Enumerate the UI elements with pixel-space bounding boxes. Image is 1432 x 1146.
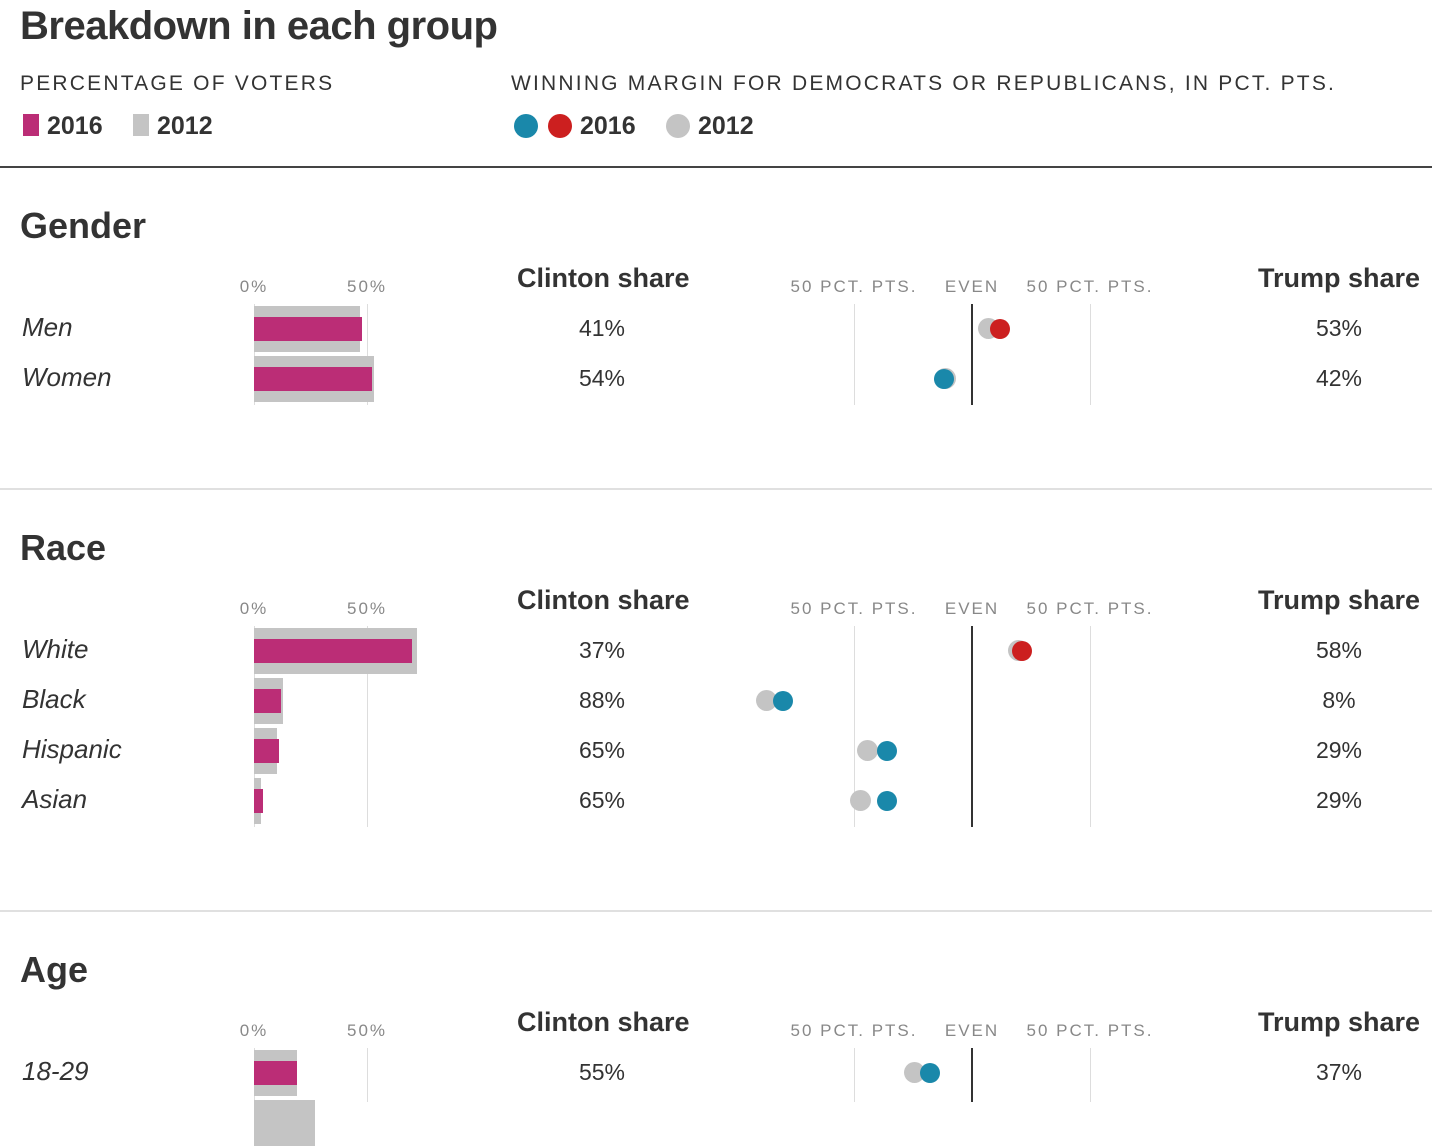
bar-2016 xyxy=(254,317,363,341)
margin-gridline xyxy=(854,1048,855,1102)
header-rule xyxy=(0,166,1432,168)
legend-dot-2012 xyxy=(666,114,690,138)
bar-tick-label: 0% xyxy=(239,1021,269,1040)
legend-dot-rep-2016 xyxy=(548,114,572,138)
margin-even-line xyxy=(971,1048,973,1102)
bar-2016 xyxy=(254,639,413,663)
row-label: Hispanic xyxy=(22,734,122,764)
legend-label-bar-2012: 2012 xyxy=(157,112,213,140)
margin-gridline xyxy=(1090,304,1091,405)
legend-label-bar-2016: 2016 xyxy=(47,112,103,140)
clinton-share-value: 54% xyxy=(578,365,626,391)
margin-tick-label: 50 PCT. PTS. xyxy=(790,277,918,296)
bar-tick-label: 50% xyxy=(346,277,388,296)
margin-dot-2016 xyxy=(877,741,898,761)
clinton-share-value: 88% xyxy=(578,687,626,713)
bar-tick-label: 0% xyxy=(239,277,269,296)
margin-dot-2012 xyxy=(904,1062,926,1083)
margin-dot-2012 xyxy=(755,690,777,711)
bar-2016 xyxy=(254,689,282,713)
margin-tick-label: 50 PCT. PTS. xyxy=(790,599,918,618)
margin-gridline xyxy=(854,304,855,405)
row-label: Black xyxy=(22,684,86,714)
trump-share-value: 37% xyxy=(1315,1059,1363,1085)
group-section-gender: Gender 0% 50% 50 PCT. PTS. EVEN 50 PCT. PTS. C… xyxy=(0,205,1432,1102)
bar-tick-label: 50% xyxy=(346,599,388,618)
trump-share-header: Trump share xyxy=(1258,585,1421,615)
bar-2012 xyxy=(254,1100,316,1146)
bar-gridline xyxy=(254,626,255,827)
trump-share-value: 53% xyxy=(1315,315,1363,341)
legend-label-dot-2016: 2016 xyxy=(580,112,636,140)
section-divider xyxy=(0,910,1432,912)
trump-share-header: Trump share xyxy=(1258,263,1421,293)
legend-swatch-2012 xyxy=(133,114,149,136)
row-label: White xyxy=(22,634,89,664)
row-label: 18-29 xyxy=(22,1056,89,1086)
bar-gridline xyxy=(367,304,368,405)
bar-2016 xyxy=(254,367,372,391)
clinton-share-value: 37% xyxy=(578,637,626,663)
row-label: Men xyxy=(22,312,73,342)
margin-even-line xyxy=(971,626,973,827)
bar-tick-label: 50% xyxy=(346,1021,388,1040)
voters-caption: PERCENTAGE OF VOTERS xyxy=(20,72,335,95)
margin-gridline xyxy=(1090,1048,1091,1102)
margin-caption: WINNING MARGIN FOR DEMOCRATS OR REPUBLIC… xyxy=(511,72,1337,95)
row-label: Asian xyxy=(22,784,88,814)
section-title: Age xyxy=(20,949,89,990)
margin-gridline xyxy=(854,626,855,827)
clinton-share-header: Clinton share xyxy=(517,263,690,293)
section-title: Race xyxy=(20,527,107,568)
clinton-share-value: 65% xyxy=(578,787,626,813)
clinton-share-header: Clinton share xyxy=(517,585,690,615)
margin-tick-label: 50 PCT. PTS. xyxy=(790,1021,918,1040)
trump-share-value: 42% xyxy=(1315,365,1363,391)
margin-dot-2016 xyxy=(933,369,954,389)
clinton-share-value: 55% xyxy=(578,1059,626,1085)
clinton-share-value: 65% xyxy=(578,737,626,763)
margin-dot-2016 xyxy=(1011,641,1032,661)
margin-even-line xyxy=(971,304,973,405)
margin-tick-label: EVEN xyxy=(944,1021,1000,1040)
trump-share-value: 29% xyxy=(1315,787,1363,813)
chart-title: Breakdown in each group xyxy=(20,4,498,48)
legend-swatch-2016 xyxy=(23,114,39,136)
group-section-race: Race 0% 50% 50 PCT. PTS. EVEN 50 PCT. PTS. Cli… xyxy=(0,527,1432,1102)
chart-root: Breakdown in each group PERCENTAGE OF VO… xyxy=(0,4,1432,1146)
legend-label-dot-2012: 2012 xyxy=(698,112,754,140)
trump-share-value: 8% xyxy=(1322,687,1356,713)
legend-dot-dem-2016 xyxy=(514,114,538,138)
bar-2016 xyxy=(254,739,279,763)
margin-tick-label: EVEN xyxy=(944,599,1000,618)
section-title: Gender xyxy=(20,205,147,246)
trump-share-header: Trump share xyxy=(1258,1007,1421,1037)
bar-2016 xyxy=(254,1061,297,1085)
bar-gridline xyxy=(254,304,255,405)
bar-gridline xyxy=(367,626,368,827)
margin-dot-2016 xyxy=(877,791,898,811)
group-section-age: Age 0% 50% 50 PCT. PTS. EVEN 50 PCT. PTS. Clin… xyxy=(0,949,1432,1146)
section-divider xyxy=(0,488,1432,490)
margin-tick-label: 50 PCT. PTS. xyxy=(1026,1021,1154,1040)
trump-share-value: 29% xyxy=(1315,737,1363,763)
margin-dot-2012 xyxy=(857,740,879,761)
margin-tick-label: 50 PCT. PTS. xyxy=(1026,599,1154,618)
margin-tick-label: EVEN xyxy=(944,277,1000,296)
row-label: Women xyxy=(22,362,112,392)
margin-dot-2012 xyxy=(850,790,872,811)
margin-tick-label: 50 PCT. PTS. xyxy=(1026,277,1154,296)
margin-gridline xyxy=(1090,626,1091,827)
clinton-share-value: 41% xyxy=(578,315,626,341)
margin-dot-2016 xyxy=(990,319,1011,339)
bar-2016 xyxy=(254,789,264,813)
bar-gridline xyxy=(367,1048,368,1102)
clinton-share-header: Clinton share xyxy=(517,1007,690,1037)
margin-dot-2016 xyxy=(773,691,794,711)
margin-dot-2016 xyxy=(919,1063,940,1083)
trump-share-value: 58% xyxy=(1315,637,1363,663)
bar-tick-label: 0% xyxy=(239,599,269,618)
